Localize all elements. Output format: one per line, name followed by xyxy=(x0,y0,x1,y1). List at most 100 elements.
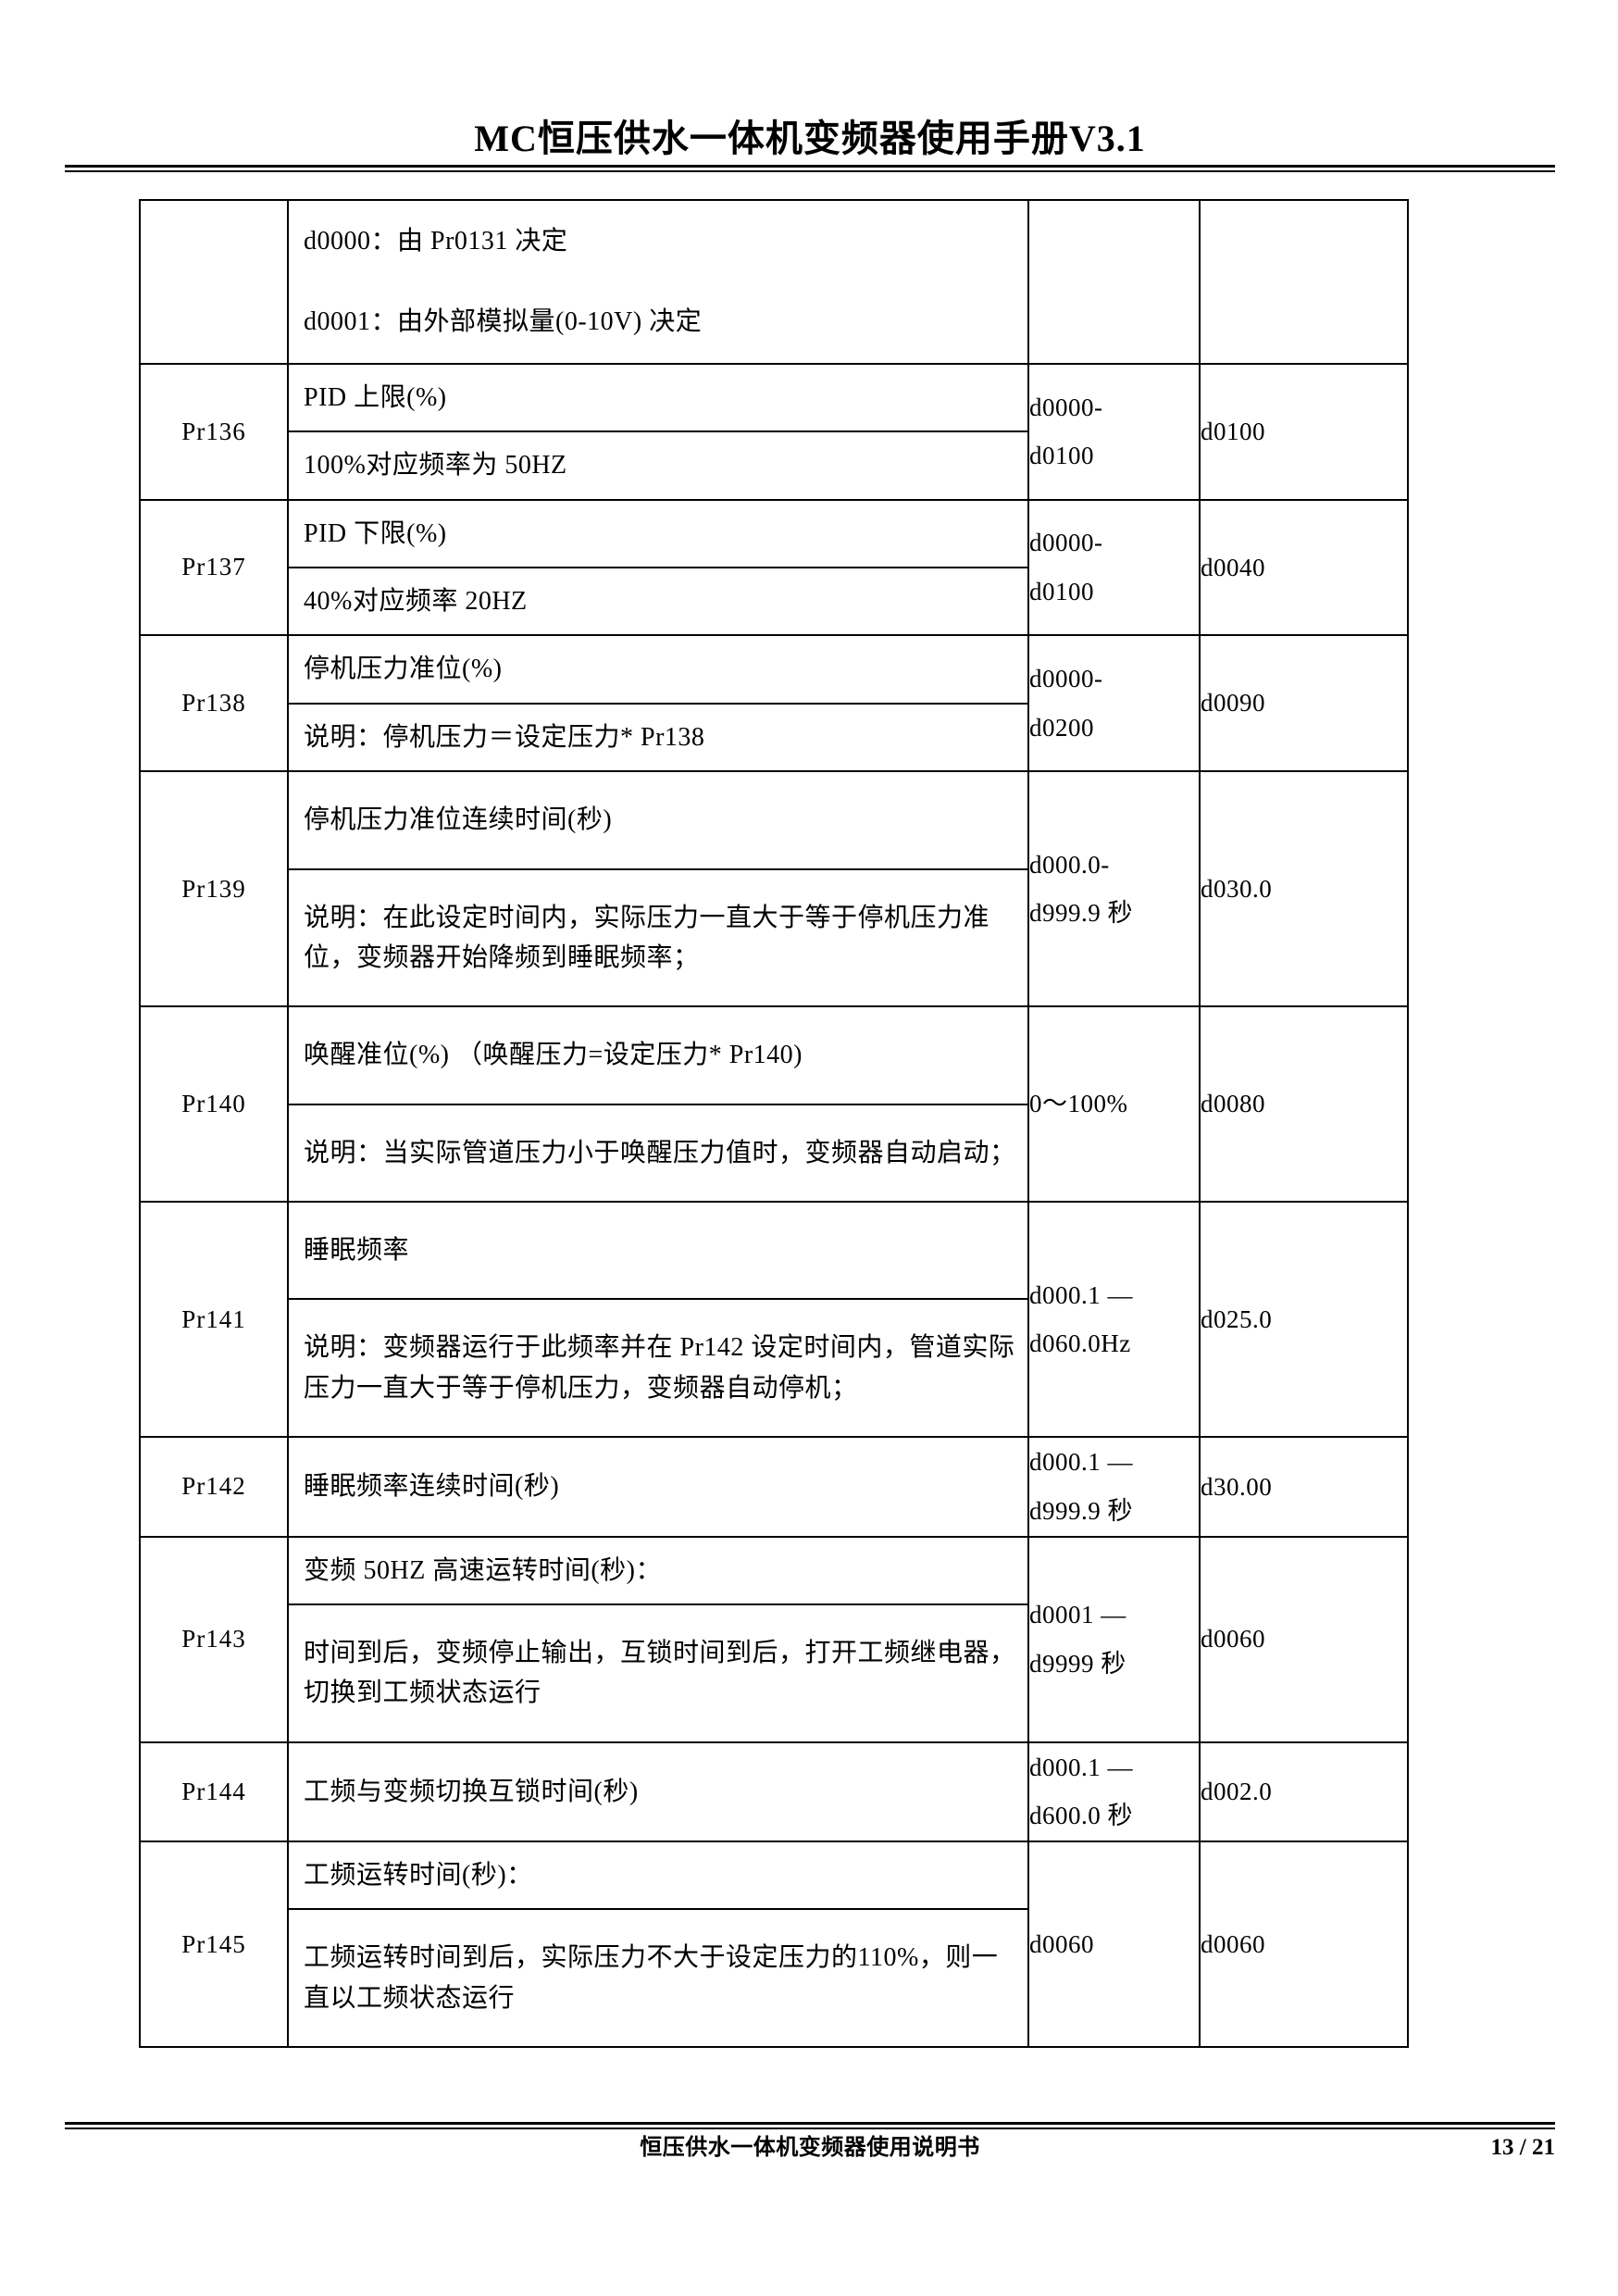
description-line: 睡眠频率连续时间(秒) xyxy=(289,1439,1027,1534)
description-text: 40%对应频率 20HZ xyxy=(289,566,1027,635)
cell-description: 变频 50HZ 高速运转时间(秒)： 时间到后，变频停止输出，互锁时间到后，打开… xyxy=(287,1535,1029,1743)
description-text: 100%对应频率为 50HZ xyxy=(289,430,1027,499)
description-stack: 唤醒准位(%) （唤醒压力=设定压力* Pr140) 说明：当实际管道压力小于唤… xyxy=(289,1007,1027,1202)
cell-parameter-code: Pr137 xyxy=(139,498,289,637)
table-row: Pr143 变频 50HZ 高速运转时间(秒)： 时间到后，变频停止输出，互锁时… xyxy=(139,1535,1409,1743)
cell-description: PID 上限(%) 100%对应频率为 50HZ xyxy=(287,362,1029,501)
description-text: 工频运转时间(秒)： xyxy=(304,1860,533,1890)
cell-parameter-code: Pr138 xyxy=(139,634,289,773)
cell-range: d0060 xyxy=(1027,1840,1201,2049)
description-line: PID 上限(%) xyxy=(289,365,1027,431)
parameter-table: d0000：由 Pr0131 决定 d0001：由外部模拟量(0-10V) 决定… xyxy=(139,199,1409,2049)
range-line: 0～100% xyxy=(1029,1090,1128,1118)
description-stack: 停机压力准位(%) 说明：停机压力＝设定压力* Pr138 xyxy=(289,636,1027,771)
footer-rule xyxy=(65,2122,1555,2129)
cell-parameter-code: Pr136 xyxy=(139,362,289,501)
description-line: 说明：变频器运行于此频率并在 Pr142 设定时间内，管道实际压力一直大于等于停… xyxy=(289,1298,1027,1437)
cell-range: d0000- d0200 xyxy=(1027,634,1201,773)
description-text: 停机压力准位连续时间(秒) xyxy=(304,805,613,835)
description-line: PID 下限(%) xyxy=(289,501,1027,568)
cell-description: 停机压力准位连续时间(秒) 说明：在此设定时间内，实际压力一直大于等于停机压力准… xyxy=(287,770,1029,1008)
cell-description: 工频运转时间(秒)： 工频运转时间到后，实际压力不大于设定压力的110%，则一直… xyxy=(287,1840,1029,2049)
description-stack: 工频运转时间(秒)： 工频运转时间到后，实际压力不大于设定压力的110%，则一直… xyxy=(289,1842,1027,2047)
description-line: d0000：由 Pr0131 决定 xyxy=(289,201,1027,281)
range-line: d000.1 — xyxy=(1029,1280,1133,1309)
description-line: 说明：停机压力＝设定压力* Pr138 xyxy=(289,702,1027,771)
cell-description: PID 下限(%) 40%对应频率 20HZ xyxy=(287,498,1029,637)
footer-page-number: 13 / 21 xyxy=(1490,2135,1555,2160)
cell-default: d0060 xyxy=(1199,1840,1409,2049)
cell-default: d025.0 xyxy=(1199,1201,1409,1439)
cell-range: d0000- d0100 xyxy=(1027,362,1201,501)
cell-default: d0100 xyxy=(1199,362,1409,501)
table-row: Pr137 PID 下限(%) 40%对应频率 20HZ d0000- d010… xyxy=(139,498,1409,637)
description-line: 停机压力准位连续时间(秒) xyxy=(289,772,1027,868)
cell-description: 唤醒准位(%) （唤醒压力=设定压力* Pr140) 说明：当实际管道压力小于唤… xyxy=(287,1005,1029,1204)
cell-description: 停机压力准位(%) 说明：停机压力＝设定压力* Pr138 xyxy=(287,634,1029,773)
description-text: 工频与变频切换互锁时间(秒) xyxy=(304,1777,639,1806)
description-text: 工频运转时间到后，实际压力不大于设定压力的110%，则一直以工频状态运行 xyxy=(289,1908,1027,2047)
description-text: PID 上限(%) xyxy=(304,382,447,412)
cell-range: 0～100% xyxy=(1027,1005,1201,1204)
range-line: d060.0Hz xyxy=(1029,1329,1131,1358)
cell-default: d0080 xyxy=(1199,1005,1409,1204)
cell-default: d0060 xyxy=(1199,1535,1409,1743)
range-line: d0100 xyxy=(1029,442,1094,470)
description-text: 说明：停机压力＝设定压力* Pr138 xyxy=(289,702,1027,771)
description-text: d0000：由 Pr0131 决定 xyxy=(304,227,568,256)
page-header: MC恒压供水一体机变频器使用手册V3.1 xyxy=(65,119,1555,172)
range-line: d600.0 秒 xyxy=(1029,1802,1133,1830)
description-text: 变频 50HZ 高速运转时间(秒)： xyxy=(304,1555,662,1585)
cell-range: d0000- d0100 xyxy=(1027,498,1201,637)
cell-parameter-code: Pr143 xyxy=(139,1535,289,1743)
description-stack: 工频与变频切换互锁时间(秒) xyxy=(289,1744,1027,1840)
header-title: MC恒压供水一体机变频器使用手册V3.1 xyxy=(474,118,1146,159)
range-line: d9999 秒 xyxy=(1029,1649,1126,1678)
cell-parameter-code: Pr145 xyxy=(139,1840,289,2049)
cell-default: d030.0 xyxy=(1199,770,1409,1008)
description-line: 100%对应频率为 50HZ xyxy=(289,430,1027,499)
table-row: Pr142 睡眠频率连续时间(秒) d000.1 — d999.9 秒 d30.… xyxy=(139,1436,1409,1538)
range-line: d0000- xyxy=(1029,393,1103,421)
description-line: 工频运转时间(秒)： xyxy=(289,1842,1027,1909)
description-text: 说明：当实际管道压力小于唤醒压力值时，变频器自动启动； xyxy=(289,1103,1027,1202)
description-text: 唤醒准位(%) （唤醒压力=设定压力* Pr140) xyxy=(304,1041,803,1070)
table-row: Pr141 睡眠频率 说明：变频器运行于此频率并在 Pr142 设定时间内，管道… xyxy=(139,1201,1409,1439)
cell-range xyxy=(1027,199,1201,365)
description-text: 说明：在此设定时间内，实际压力一直大于等于停机压力准位，变频器开始降频到睡眠频率… xyxy=(289,867,1027,1006)
table-row: Pr140 唤醒准位(%) （唤醒压力=设定压力* Pr140) 说明：当实际管… xyxy=(139,1005,1409,1204)
footer-content: 恒压供水一体机变频器使用说明书 13 / 21 xyxy=(65,2129,1555,2166)
cell-range: d000.1 — d999.9 秒 xyxy=(1027,1436,1201,1538)
range-line: d000.1 — xyxy=(1029,1448,1133,1477)
description-line: 说明：在此设定时间内，实际压力一直大于等于停机压力准位，变频器开始降频到睡眠频率… xyxy=(289,867,1027,1006)
description-stack: d0000：由 Pr0131 决定 d0001：由外部模拟量(0-10V) 决定 xyxy=(289,201,1027,363)
table-row: Pr138 停机压力准位(%) 说明：停机压力＝设定压力* Pr138 d000… xyxy=(139,634,1409,773)
description-stack: 睡眠频率连续时间(秒) xyxy=(289,1439,1027,1534)
cell-parameter-code: Pr144 xyxy=(139,1741,289,1842)
range-line: d0200 xyxy=(1029,713,1094,742)
cell-default: d002.0 xyxy=(1199,1741,1409,1842)
range-line: d000.1 — xyxy=(1029,1753,1133,1781)
cell-range: d000.1 — d060.0Hz xyxy=(1027,1201,1201,1439)
cell-parameter-code: Pr139 xyxy=(139,770,289,1008)
cell-parameter-code xyxy=(139,199,289,365)
header-rule xyxy=(65,165,1555,172)
description-line: 说明：当实际管道压力小于唤醒压力值时，变频器自动启动； xyxy=(289,1103,1027,1202)
table-row: d0000：由 Pr0131 决定 d0001：由外部模拟量(0-10V) 决定 xyxy=(139,199,1409,365)
description-text: 说明：变频器运行于此频率并在 Pr142 设定时间内，管道实际压力一直大于等于停… xyxy=(289,1298,1027,1437)
parameter-table-body: d0000：由 Pr0131 决定 d0001：由外部模拟量(0-10V) 决定… xyxy=(139,199,1409,2049)
footer-title: 恒压供水一体机变频器使用说明书 xyxy=(640,2136,980,2160)
cell-range: d0001 — d9999 秒 xyxy=(1027,1535,1201,1743)
cell-range: d000.1 — d600.0 秒 xyxy=(1027,1741,1201,1842)
range-line: d0060 xyxy=(1029,1929,1094,1958)
cell-default: d30.00 xyxy=(1199,1436,1409,1538)
table-row: Pr145 工频运转时间(秒)： 工频运转时间到后，实际压力不大于设定压力的11… xyxy=(139,1840,1409,2049)
table-row: Pr144 工频与变频切换互锁时间(秒) d000.1 — d600.0 秒 d… xyxy=(139,1741,1409,1842)
description-line: 唤醒准位(%) （唤醒压力=设定压力* Pr140) xyxy=(289,1007,1027,1104)
description-stack: 睡眠频率 说明：变频器运行于此频率并在 Pr142 设定时间内，管道实际压力一直… xyxy=(289,1203,1027,1437)
range-line: d0001 — xyxy=(1029,1600,1126,1628)
description-line: 时间到后，变频停止输出，互锁时间到后，打开工频继电器，切换到工频状态运行 xyxy=(289,1603,1027,1741)
cell-description: d0000：由 Pr0131 决定 d0001：由外部模拟量(0-10V) 决定 xyxy=(287,199,1029,365)
cell-default xyxy=(1199,199,1409,365)
